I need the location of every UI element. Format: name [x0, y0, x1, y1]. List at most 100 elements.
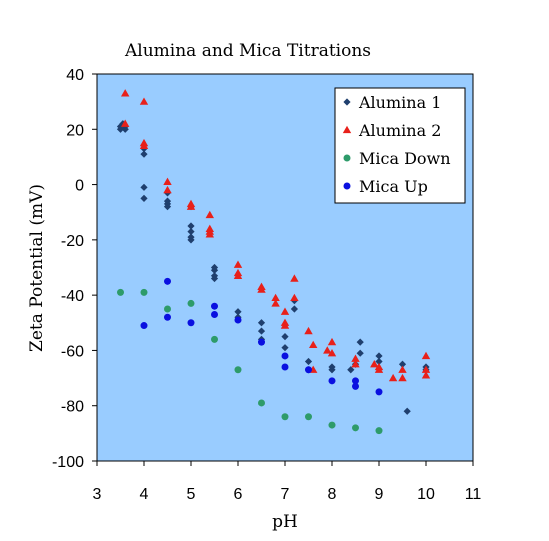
- alumina-2-point: [290, 293, 299, 302]
- data-points: [116, 89, 431, 435]
- legend-label-alumina-1: Alumina 1: [358, 93, 441, 112]
- y-tick-label: -20: [61, 233, 84, 250]
- y-axis-ticks: 40 20 0 -20 -40 -60 -80 -100: [52, 67, 97, 471]
- alumina-1-point: [328, 366, 336, 374]
- legend: Alumina 1 Alumina 2 Mica Down Mica Up: [334, 87, 466, 204]
- alumina-1-point: [375, 352, 383, 360]
- alumina-2-point: [351, 360, 360, 368]
- mica-up-point: [211, 302, 218, 310]
- alumina-1-point: [403, 407, 411, 415]
- mica-up-point: [258, 338, 265, 346]
- alumina-1-point: [398, 360, 407, 368]
- x-tick-label: 7: [281, 486, 290, 503]
- legend-marker-mica-up: [343, 182, 351, 190]
- mica-down-point: [117, 288, 124, 296]
- mica-up-point: [281, 363, 289, 371]
- alumina-1-point: [356, 338, 364, 346]
- legend-marker-mica-down: [343, 154, 351, 162]
- mica-down-point: [352, 424, 359, 432]
- alumina-2-point: [139, 141, 149, 150]
- mica-down-point: [187, 299, 195, 307]
- mica-down-point: [281, 413, 289, 421]
- mica-up-point: [305, 366, 312, 374]
- mica-down-point: [211, 335, 218, 343]
- alumina-2-point: [327, 337, 337, 346]
- alumina-1-point: [121, 125, 129, 133]
- alumina-2-point: [280, 307, 290, 315]
- y-tick-label: -60: [61, 343, 84, 360]
- alumina-1-point: [304, 357, 313, 366]
- mica-up-point: [281, 352, 289, 360]
- legend-label-alumina-2: Alumina 2: [358, 121, 441, 140]
- y-tick-label: 20: [66, 122, 84, 139]
- x-tick-label: 6: [234, 486, 243, 503]
- y-tick-label: -80: [61, 399, 84, 416]
- alumina-2-point: [280, 321, 290, 329]
- y-axis-label: Zeta Potential (mV): [27, 184, 47, 352]
- legend-label-mica-down: Mica Down: [359, 149, 451, 168]
- alumina-1-point: [187, 227, 195, 236]
- y-tick-label: 0: [75, 178, 84, 195]
- x-tick-label: 5: [187, 486, 196, 503]
- alumina-2-point: [139, 97, 149, 105]
- alumina-1-point: [140, 194, 148, 202]
- mica-down-point: [234, 366, 242, 374]
- mica-up-point: [187, 319, 195, 327]
- legend-box: [334, 87, 466, 204]
- alumina-2-point: [304, 326, 313, 335]
- alumina-2-point: [271, 293, 280, 302]
- x-axis-ticks: 3 4 5 6 7 8 9 10 11: [93, 461, 481, 503]
- alumina-2-point: [398, 373, 407, 382]
- alumina-2-point: [327, 348, 337, 357]
- alumina-1-point: [187, 222, 195, 230]
- mica-down-point: [140, 288, 148, 296]
- mica-down-point: [164, 305, 171, 313]
- mica-up-point: [164, 313, 171, 321]
- legend-marker-alumina-2: [342, 125, 352, 134]
- mica-up-point: [328, 377, 336, 385]
- x-tick-label: 9: [375, 486, 384, 503]
- alumina-2-point: [233, 271, 243, 279]
- mica-down-point: [305, 413, 312, 421]
- alumina-1-point: [210, 274, 219, 283]
- mica-up-point: [352, 382, 359, 390]
- alumina-1-point: [210, 266, 219, 274]
- legend-label-mica-up: Mica Up: [359, 177, 428, 196]
- x-tick-label: 10: [417, 486, 435, 503]
- legend-marker-alumina-1: [343, 98, 351, 106]
- y-tick-label: -40: [61, 288, 84, 305]
- alumina-1-point: [140, 183, 148, 191]
- alumina-2-point: [121, 89, 130, 97]
- chart-title: Alumina and Mica Titrations: [124, 41, 371, 61]
- alumina-2-point: [205, 210, 214, 219]
- alumina-2-point: [257, 285, 266, 293]
- alumina-1-point: [281, 344, 289, 352]
- x-tick-label: 8: [328, 486, 337, 503]
- alumina-2-point: [323, 346, 332, 354]
- x-tick-label: 3: [93, 486, 102, 503]
- alumina-2-point: [290, 274, 299, 282]
- y-tick-label: -100: [52, 454, 84, 471]
- alumina-1-point: [116, 125, 125, 133]
- mica-up-point: [211, 310, 218, 318]
- alumina-1-point: [234, 308, 242, 316]
- alumina-1-point: [257, 327, 266, 335]
- alumina-2-point: [370, 360, 379, 368]
- alumina-2-point: [421, 365, 431, 373]
- alumina-1-point: [356, 349, 364, 357]
- alumina-2-point: [421, 351, 431, 360]
- alumina-1-point: [347, 366, 355, 374]
- alumina-2-point: [121, 119, 130, 127]
- alumina-2-point: [388, 373, 398, 382]
- mica-down-point: [328, 421, 336, 429]
- alumina-1-point: [281, 333, 289, 341]
- alumina-2-point: [421, 371, 431, 379]
- alumina-1-point: [290, 305, 298, 313]
- x-axis-label: pH: [272, 512, 298, 532]
- alumina-1-point: [163, 203, 172, 211]
- alumina-2-point: [163, 177, 172, 185]
- alumina-2-point: [309, 340, 318, 349]
- mica-down-point: [375, 427, 383, 435]
- mica-up-point: [164, 277, 171, 285]
